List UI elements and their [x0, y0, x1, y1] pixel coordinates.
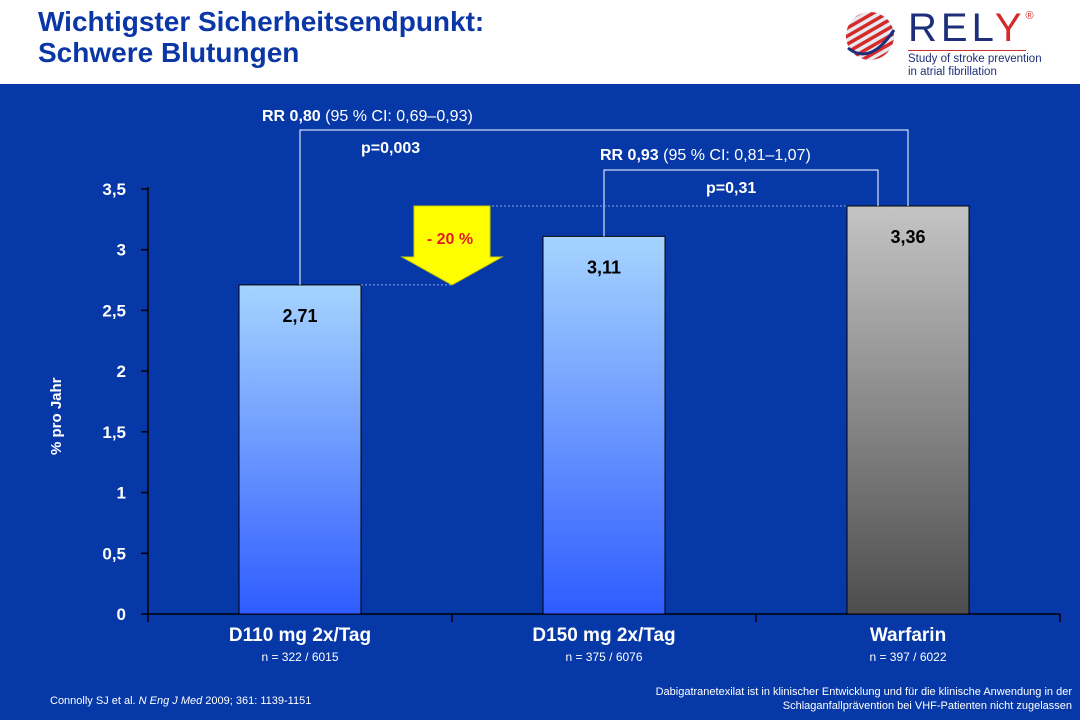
rr2-ci: (95 % CI: 0,81–1,07): [659, 147, 811, 164]
y-tick-label: 2,5: [102, 301, 126, 320]
y-tick-label: 0: [117, 605, 126, 624]
citation-journal: N Eng J Med: [138, 695, 203, 707]
slide-title-line-1: Wichtigster Sicherheitsendpunkt:: [38, 6, 485, 37]
disclaimer: Dabigatranetexilat ist in klinischer Ent…: [656, 685, 1072, 713]
sample-size-label: n = 397 / 6022: [869, 650, 946, 664]
citation: Connolly SJ et al. N Eng J Med 2009; 361…: [50, 695, 311, 707]
logo-wordmark-accent: Y: [994, 6, 1026, 50]
globe-stripe: [848, 34, 894, 60]
striped-globe-icon: [846, 12, 896, 60]
slide-title: Wichtigster Sicherheitsendpunkt: Schwere…: [38, 6, 484, 68]
rr1-annotation: RR 0,80 (95 % CI: 0,69–0,93): [262, 108, 473, 125]
globe-stripe: [846, 12, 894, 53]
rely-logo: RELY® Study of stroke prevention in atri…: [840, 4, 1072, 80]
category-label: D110 mg 2x/Tag: [229, 625, 371, 646]
reduction-label: - 20 %: [427, 231, 473, 248]
logo-tagline-line-1: Study of stroke prevention: [908, 53, 1042, 65]
globe-stripe: [846, 12, 894, 41]
category-label: Warfarin: [870, 625, 946, 646]
y-tick-label: 2: [117, 362, 126, 381]
bar: [238, 284, 362, 615]
y-tick-label: 1,5: [102, 423, 126, 442]
y-tick-label: 3,5: [102, 180, 126, 199]
citation-suffix: 2009; 361: 1139-1151: [202, 695, 312, 707]
y-axis-label: % pro Jahr: [48, 377, 65, 455]
logo-wordmark-main: REL: [908, 6, 995, 50]
comparison-bracket-2: [603, 169, 879, 237]
logo-divider: [908, 50, 1026, 51]
category-label: D150 mg 2x/Tag: [532, 625, 675, 646]
logo-tagline-line-2: in atrial fibrillation: [908, 66, 997, 78]
logo-tagline: Study of stroke prevention in atrial fib…: [908, 53, 1042, 79]
title-bar: Wichtigster Sicherheitsendpunkt: Schwere…: [0, 0, 1080, 84]
bar-value-label: 3,11: [587, 257, 621, 277]
disclaimer-line-1: Dabigatranetexilat ist in klinischer Ent…: [655, 686, 1072, 698]
disclaimer-line-2: Schlaganfallprävention bei VHF-Patienten…: [782, 700, 1072, 712]
registered-mark: ®: [1025, 10, 1034, 22]
p2-annotation: p=0,31: [706, 180, 756, 197]
bar-value-label: 2,71: [282, 306, 317, 326]
citation-prefix: Connolly SJ et al.: [50, 695, 139, 707]
sample-size-label: n = 322 / 6015: [261, 650, 338, 664]
rr1-value: RR 0,80: [262, 108, 321, 125]
y-tick-label: 3: [117, 241, 126, 260]
comparison-bracket-1: [299, 129, 909, 285]
globe-stripe: [846, 27, 894, 60]
sample-size-label: n = 375 / 6076: [565, 650, 642, 664]
slide-title-line-2: Schwere Blutungen: [38, 37, 300, 68]
y-tick-label: 1: [117, 484, 126, 503]
y-tick-label: 0,5: [102, 544, 126, 563]
bar: [542, 235, 666, 615]
bar-value-label: 3,36: [890, 227, 925, 247]
rr1-ci: (95 % CI: 0,69–0,93): [321, 108, 473, 125]
globe-stripe: [846, 15, 894, 59]
reduction-arrow: [400, 205, 504, 286]
logo-wordmark: RELY®: [908, 6, 1034, 51]
rr2-value: RR 0,93: [600, 147, 659, 164]
bar: [846, 205, 970, 615]
p1-annotation: p=0,003: [361, 140, 420, 157]
rr2-annotation: RR 0,93 (95 % CI: 0,81–1,07): [600, 147, 811, 164]
